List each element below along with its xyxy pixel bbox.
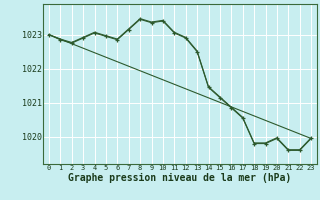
X-axis label: Graphe pression niveau de la mer (hPa): Graphe pression niveau de la mer (hPa)	[68, 173, 292, 183]
